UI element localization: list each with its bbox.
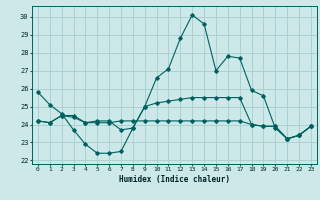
X-axis label: Humidex (Indice chaleur): Humidex (Indice chaleur) — [119, 175, 230, 184]
